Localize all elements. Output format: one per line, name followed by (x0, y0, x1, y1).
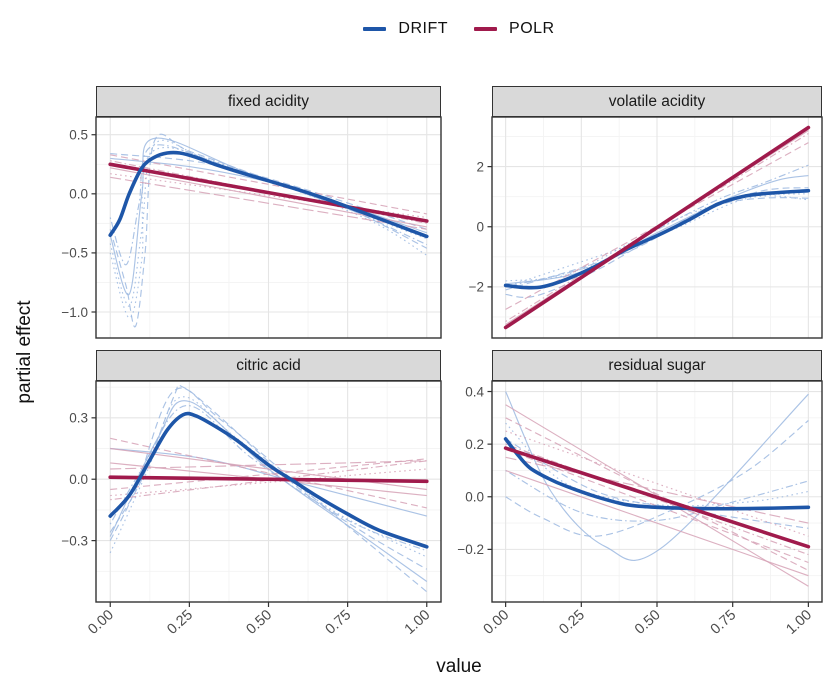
facet-volatile-acidity: volatile acidity 2 0 −2 (446, 86, 823, 339)
replicate-line-drift (109, 133, 428, 328)
polr-main-line (503, 125, 811, 330)
y-tick-label: −1.0 (61, 305, 88, 320)
polr-main-line (108, 475, 429, 484)
y-tick-label: 0.4 (465, 384, 484, 399)
y-axis-title: partial effect (14, 300, 35, 404)
replicate-line-polr (505, 469, 809, 577)
drift-line-key-icon (363, 27, 387, 31)
facet-strip-label: citric acid (236, 356, 301, 374)
replicate-line-polr (505, 443, 809, 556)
replicate-line-polr (505, 133, 809, 322)
x-tick-label: 1.00 (783, 607, 815, 638)
y-tick-label: 2 (476, 159, 484, 174)
facet-strip: fixed acidity (96, 86, 441, 117)
replicate-line-drift (109, 139, 428, 307)
facet-strip: volatile acidity (492, 86, 822, 117)
replicate-line-drift (505, 187, 809, 291)
replicate-line-drift (505, 469, 809, 522)
replicate-line-drift (505, 438, 809, 529)
x-axis-title: value (436, 656, 482, 677)
replicate-line-drift (505, 195, 809, 288)
replicate-line-polr (505, 430, 809, 537)
replicate-line-polr (110, 437, 427, 509)
x-tick-label: 0.50 (243, 607, 275, 638)
polr-main-line (503, 446, 811, 549)
x-tick-label: 0.25 (556, 607, 588, 638)
polr-main-line (108, 162, 429, 223)
facet-fixed-acidity: fixed acidity 0.5 0.0 −0.5 −1.0 (36, 86, 442, 339)
replicate-line-polr (110, 447, 427, 491)
y-tick-label: 0.3 (69, 411, 88, 426)
replicate-line-polr (505, 417, 809, 571)
facet-strip-label: residual sugar (608, 356, 706, 374)
replicate-line-polr (110, 460, 427, 501)
facet-plot: 2 0 −2 (469, 116, 823, 339)
legend: DRIFT POLR (96, 12, 822, 46)
facet-residual-sugar: residual sugar 0.4 0.2 0.0 −0.2 0.00 0.25 0.50 0… (446, 350, 823, 658)
facet-citric-acid: citric acid 0.3 0.0 −0.3 0.00 0.25 0.50 0.75 1.0… (36, 350, 442, 658)
y-tick-label: 0.0 (465, 490, 484, 505)
x-tick-label: 1.00 (402, 607, 434, 638)
facet-plot: 0.5 0.0 −0.5 −1.0 (61, 116, 442, 339)
facet-plot: 0.4 0.2 0.0 −0.2 0.00 0.25 0.50 0.75 1.00 (457, 380, 823, 638)
x-tick-label: 0.75 (323, 607, 355, 638)
x-tick-label: 0.00 (85, 607, 117, 638)
y-tick-label: 0.0 (69, 187, 88, 202)
y-tick-label: 0 (476, 220, 484, 235)
replicate-line-polr (505, 404, 809, 587)
y-tick-label: −0.5 (61, 246, 88, 261)
facet-strip: citric acid (96, 350, 441, 381)
y-tick-label: −0.2 (457, 542, 484, 557)
facet-strip-label: fixed acidity (228, 92, 309, 110)
legend-label-drift: DRIFT (398, 20, 449, 37)
y-tick-label: −2 (469, 280, 484, 295)
legend-item-polr: POLR (474, 20, 555, 38)
facet-strip: residual sugar (492, 350, 822, 381)
replicate-line-polr (505, 456, 809, 524)
replicate-line-drift (505, 391, 809, 561)
facet-strip-label: volatile acidity (608, 92, 706, 110)
legend-item-drift: DRIFT (363, 20, 448, 38)
replicate-line-polr (110, 458, 427, 491)
replicate-line-polr (110, 154, 427, 215)
drift-main-line (503, 188, 811, 290)
legend-label-polr: POLR (509, 20, 555, 37)
drift-main-line (108, 411, 429, 549)
polr-line-key-icon (474, 27, 498, 31)
y-tick-label: 0.5 (69, 128, 88, 143)
x-tick-label: 0.25 (164, 607, 196, 638)
replicate-line-polr (505, 448, 809, 564)
y-tick-label: 0.0 (69, 472, 88, 487)
x-tick-label: 0.50 (632, 607, 664, 638)
replicate-line-polr (110, 176, 427, 230)
y-tick-label: 0.2 (465, 437, 484, 452)
facet-plot: 0.3 0.0 −0.3 0.00 0.25 0.50 0.75 1.00 (61, 380, 442, 638)
drift-main-line (503, 437, 811, 511)
drift-main-line (108, 150, 429, 239)
x-tick-label: 0.00 (481, 607, 513, 638)
x-tick-label: 0.75 (708, 607, 740, 638)
y-tick-label: −0.3 (61, 533, 88, 548)
replicate-line-drift (109, 387, 428, 593)
